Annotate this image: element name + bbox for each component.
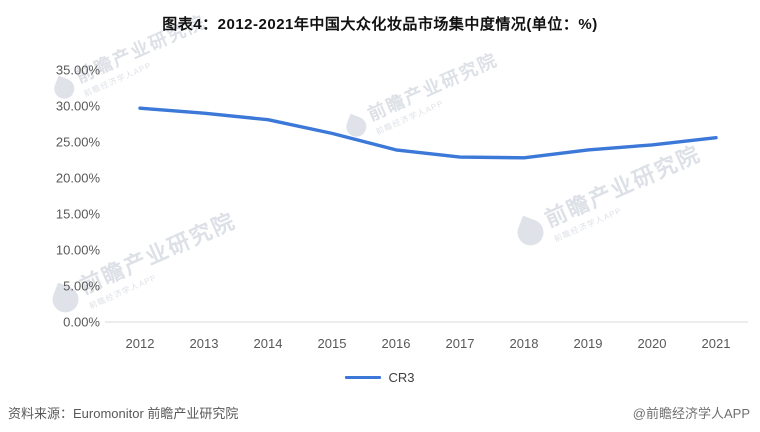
y-tick-label: 10.00% xyxy=(55,242,100,258)
legend-line-swatch xyxy=(345,376,382,379)
x-tick-label: 2015 xyxy=(317,336,347,351)
y-tick-label: 30.00% xyxy=(55,98,100,114)
x-tick-label: 2020 xyxy=(637,336,667,351)
x-tick-label: 2014 xyxy=(253,336,283,351)
legend: CR3 xyxy=(0,370,760,385)
app-credit: @前瞻经济学人APP xyxy=(632,406,750,421)
chart-title: 图表4：2012-2021年中国大众化妆品市场集中度情况(单位：%) xyxy=(162,16,598,33)
x-tick-label: 2019 xyxy=(573,336,603,351)
legend-label: CR3 xyxy=(388,370,415,385)
data-source-note: 资料来源：Euromonitor 前瞻产业研究院 xyxy=(8,406,239,421)
y-tick-label: 35.00% xyxy=(55,62,100,78)
x-tick-label: 2017 xyxy=(445,336,475,351)
x-tick-label: 2016 xyxy=(381,336,411,351)
y-tick-label: 25.00% xyxy=(55,134,100,150)
x-tick-label: 2013 xyxy=(189,336,219,351)
y-tick-label: 20.00% xyxy=(55,170,100,186)
x-tick-label: 2012 xyxy=(125,336,155,351)
x-tick-label: 2018 xyxy=(509,336,539,351)
cr3-series-line xyxy=(138,106,718,160)
y-tick-label: 0.00% xyxy=(63,314,100,330)
y-tick-label: 15.00% xyxy=(55,206,100,222)
x-tick-label: 2021 xyxy=(701,336,731,351)
y-tick-label: 5.00% xyxy=(63,278,100,294)
